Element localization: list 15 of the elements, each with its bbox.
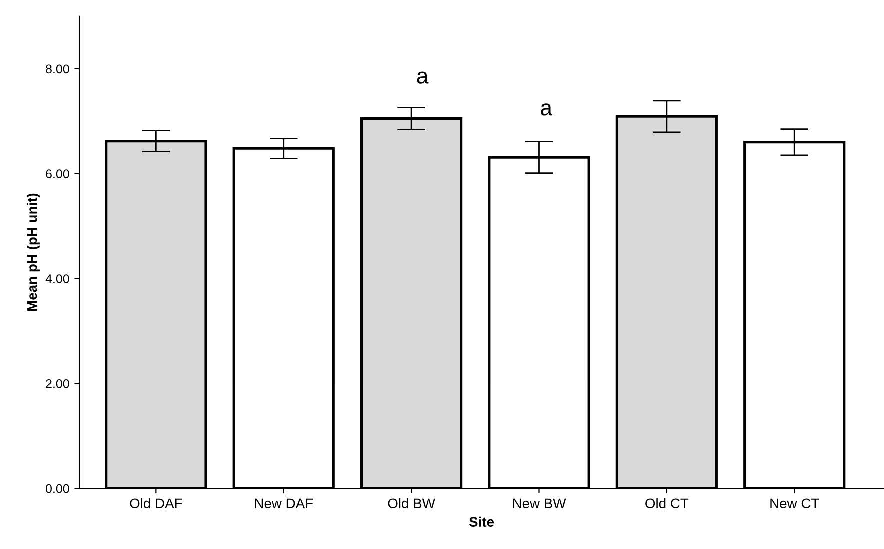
annotation: a (541, 104, 552, 116)
x-axis-title: Site (469, 516, 494, 528)
y-tick-label: 6.00 (46, 170, 70, 178)
x-tick-label: New DAF (255, 498, 314, 509)
x-tick-label: New BW (513, 498, 566, 509)
annotation: a (417, 72, 429, 84)
y-tick-label: 4.00 (46, 274, 70, 284)
x-tick-label: Old BW (388, 498, 436, 509)
y-tick-label: 2.00 (46, 379, 70, 388)
x-tick-label: Old CT (646, 498, 689, 509)
x-tick-label: New CT (770, 498, 820, 509)
y-axis-title: Mean pH (pH unit) (27, 194, 40, 312)
y-tick-label: 8.00 (46, 64, 70, 74)
y-tick-label: 0.00 (46, 484, 70, 494)
x-tick-label: Old DAF (130, 498, 182, 509)
